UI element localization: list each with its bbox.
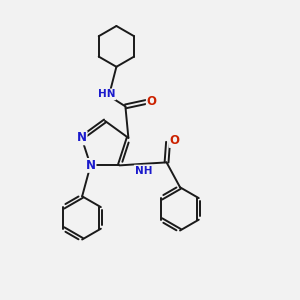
Text: O: O [147, 95, 157, 108]
Text: O: O [170, 134, 180, 147]
Text: N: N [85, 159, 95, 172]
Text: NH: NH [135, 166, 152, 176]
Text: N: N [76, 131, 87, 144]
Text: HN: HN [98, 89, 115, 99]
